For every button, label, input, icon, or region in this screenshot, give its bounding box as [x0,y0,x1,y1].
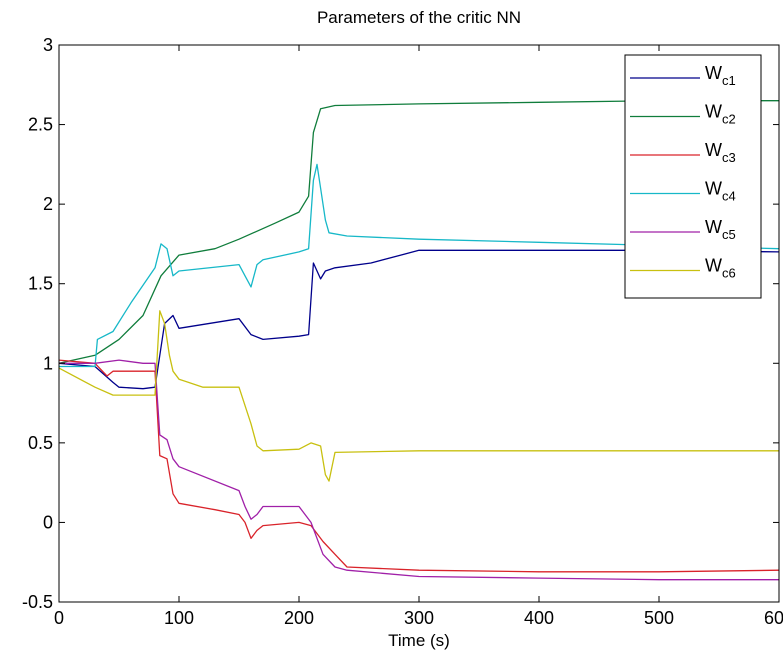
legend: Wc1 Wc2 Wc3 Wc4 Wc5 Wc6 [624,54,762,299]
series-line-c2 [58,100,779,364]
legend-label-c1: Wc1 [705,63,736,88]
y-tick-label: -0.5 [22,592,53,612]
x-tick-label: 200 [284,608,314,628]
series-line-c5 [59,359,779,581]
legend-box [624,54,762,299]
legend-label-c2: Wc2 [705,102,736,127]
x-tick-label: 0 [54,608,64,628]
y-tick-label: 0.5 [28,433,53,453]
x-tick-label: 300 [404,608,434,628]
tick-layer: 0100200300400500600-0.500.511.522.53 [22,35,783,628]
series-layer [58,100,780,581]
x-axis-label: Time (s) [388,631,450,650]
legend-label-c4: Wc4 [705,179,736,204]
series-line-c1 [58,249,780,390]
y-tick-label: 3 [43,35,53,55]
x-tick-label: 600 [764,608,783,628]
series-line-c4 [59,163,780,368]
series-line-c3 [58,359,780,573]
legend-entries: Wc1 Wc2 Wc3 Wc4 Wc5 Wc6 [630,63,736,281]
legend-label-c5: Wc5 [705,217,736,242]
x-tick-label: 100 [164,608,194,628]
y-tick-label: 2 [43,194,53,214]
x-tick-label: 500 [644,608,674,628]
series-line-c6 [58,310,779,482]
chart-title: Parameters of the critic NN [317,8,521,27]
y-tick-label: 1 [43,353,53,373]
x-tick-label: 400 [524,608,554,628]
legend-label-c3: Wc3 [705,140,736,165]
y-tick-label: 2.5 [28,115,53,135]
y-tick-label: 0 [43,512,53,532]
y-tick-label: 1.5 [28,274,53,294]
legend-label-c6: Wc6 [705,256,736,281]
